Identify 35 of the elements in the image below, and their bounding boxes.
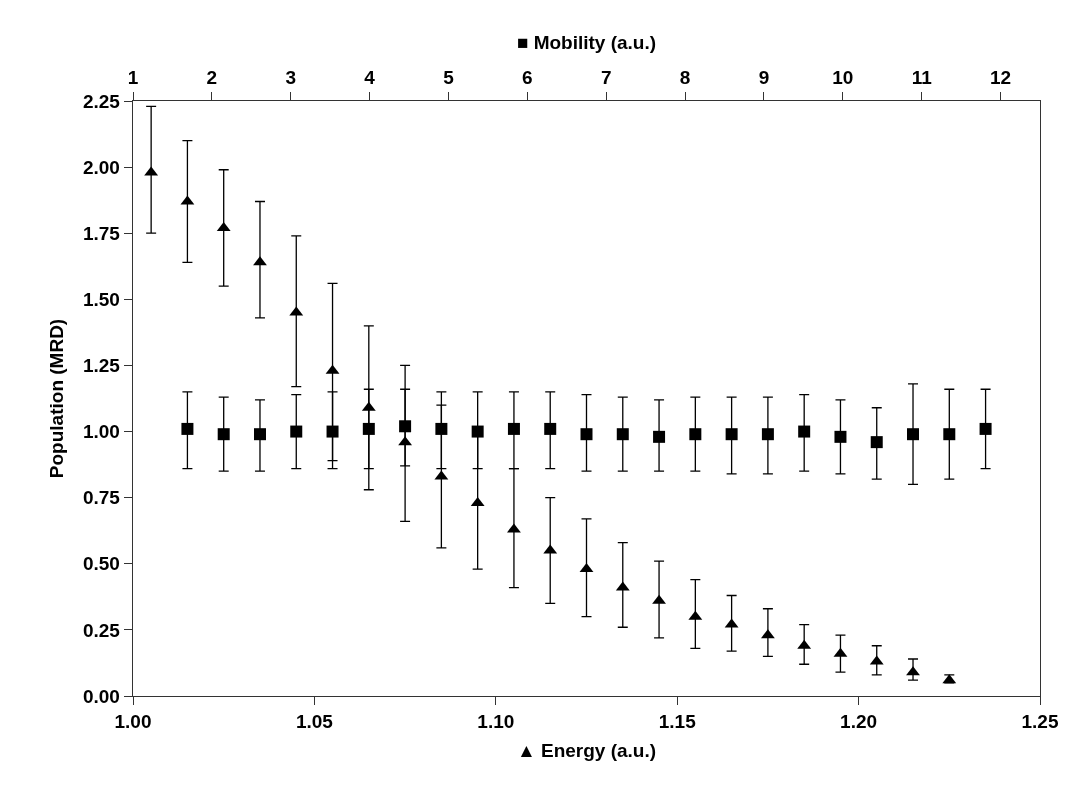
point — [507, 523, 521, 533]
y-tick-label: 0.50 — [82, 553, 120, 575]
x-axis-title: ▲ Energy (a.u.) — [516, 739, 657, 761]
x2-tick-label: 6 — [522, 67, 533, 89]
y-tick-label: 1.75 — [82, 222, 121, 244]
x2-tick-label: 8 — [679, 67, 691, 89]
x-tick-label: 1.10 — [477, 711, 515, 733]
x-tick-label: 1.05 — [295, 711, 334, 733]
x-tick-label: 1.00 — [114, 711, 152, 733]
y-tick-label: 2.25 — [82, 90, 121, 112]
y-tick-label: 1.00 — [82, 421, 120, 443]
y-tick-label: 2.00 — [82, 156, 120, 178]
y-axis-title: Population (MRD) — [45, 318, 67, 479]
point — [906, 666, 920, 676]
x-tick-label: 1.20 — [840, 711, 878, 733]
y-tick-label: 0.75 — [82, 487, 121, 509]
x2-tick-label: 4 — [364, 67, 376, 89]
x2-tick-label: 10 — [832, 67, 854, 89]
x2-tick-label: 12 — [990, 67, 1012, 89]
y-tick-label: 1.25 — [82, 355, 121, 377]
point — [652, 594, 666, 604]
y-tick-label: 0.25 — [82, 619, 121, 641]
x2-tick-label: 9 — [758, 67, 770, 89]
x2-tick-label: 2 — [206, 67, 218, 89]
y-tick-label: 0.00 — [82, 685, 120, 707]
x-tick-label: 1.15 — [658, 711, 697, 733]
x2-tick-label: 5 — [443, 67, 455, 89]
x2-tick-label: 3 — [285, 67, 297, 89]
x2-axis-title: ■ Mobility (a.u.) — [516, 32, 657, 54]
x2-tick-label: 11 — [911, 67, 933, 89]
y-tick-label: 1.50 — [82, 288, 120, 310]
x-tick-label: 1.25 — [1021, 711, 1059, 733]
point — [253, 256, 267, 266]
x2-tick-label: 7 — [600, 67, 612, 89]
x2-tick-label: 1 — [127, 67, 139, 89]
